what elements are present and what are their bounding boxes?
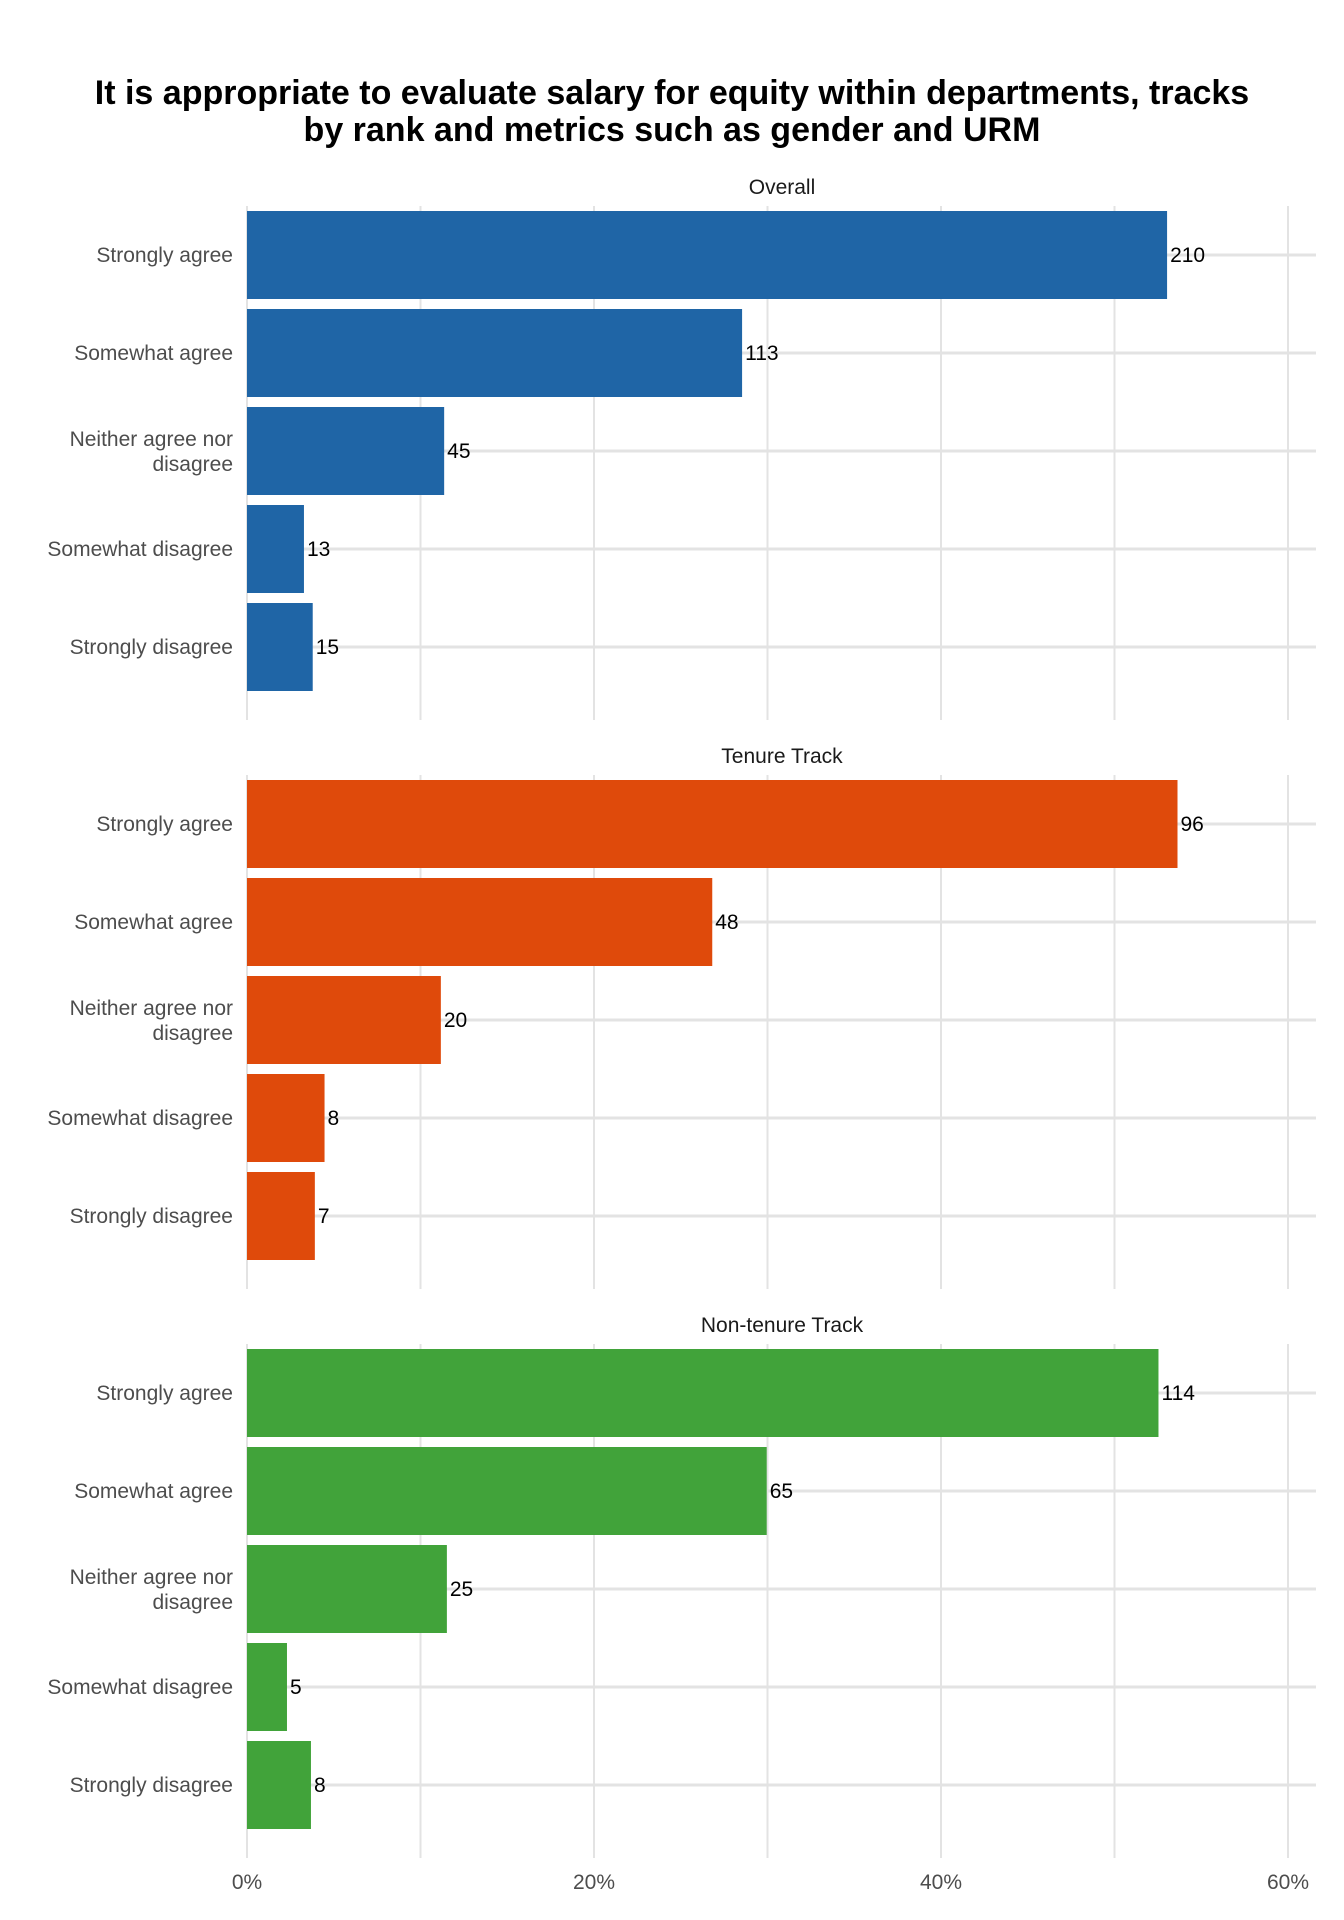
facet-label: Non-tenure Track [701,1314,864,1337]
data-label: 15 [316,636,339,659]
data-label: 8 [314,1774,326,1797]
chart-title-line-1: It is appropriate to evaluate salary for… [95,74,1249,112]
bar [247,211,1168,299]
category-label: disagree [152,1591,233,1614]
bar [247,309,743,397]
bar [247,1741,311,1829]
category-label: Strongly agree [96,813,233,836]
category-label: Somewhat disagree [47,1676,233,1699]
bar [247,407,445,495]
facet-label: Tenure Track [721,745,843,768]
bar [247,505,304,593]
bar [247,1545,447,1633]
category-label: Somewhat agree [74,911,233,934]
facet-label: Overall [749,176,816,199]
bar [247,878,713,966]
data-label: 8 [328,1107,340,1130]
data-label: 48 [715,911,738,934]
plot-area: Overall 210 Strongly agree 113 Somewhat agre… [47,176,1316,1894]
x-tick-label: 0% [232,1871,262,1894]
bar [247,1643,287,1731]
x-tick-label: 60% [1267,1871,1309,1894]
category-label: Neither agree nor [70,428,233,451]
data-label: 13 [307,538,330,561]
category-label: Strongly disagree [70,1774,233,1797]
category-label: Strongly disagree [70,1205,233,1228]
category-label: Strongly agree [96,1382,233,1405]
data-label: 45 [447,440,470,463]
chart-title-line-2: by rank and metrics such as gender and U… [304,111,1041,149]
bar [247,976,441,1064]
data-label: 65 [770,1480,793,1503]
data-label: 113 [745,342,778,365]
bar [247,1172,315,1260]
data-label: 210 [1170,244,1205,267]
category-label: Somewhat disagree [47,1107,233,1130]
x-tick-label: 20% [573,1871,615,1894]
category-label: Neither agree nor [70,1566,233,1589]
category-label: disagree [152,453,233,476]
bar [247,1447,767,1535]
data-label: 5 [290,1676,302,1699]
bar [247,603,313,691]
bar [247,1074,325,1162]
data-label: 96 [1181,813,1204,836]
category-label: Neither agree nor [70,997,233,1020]
data-label: 7 [318,1205,330,1228]
x-tick-label: 40% [920,1871,962,1894]
bar [247,1349,1159,1437]
category-label: Somewhat agree [74,342,233,365]
category-label: Somewhat agree [74,1480,233,1503]
bar [247,780,1178,868]
category-label: disagree [152,1022,233,1045]
category-label: Strongly disagree [70,636,233,659]
data-label: 25 [450,1578,473,1601]
category-label: Somewhat disagree [47,538,233,561]
data-label: 114 [1161,1382,1195,1405]
data-label: 20 [444,1009,467,1032]
category-label: Strongly agree [96,244,233,267]
